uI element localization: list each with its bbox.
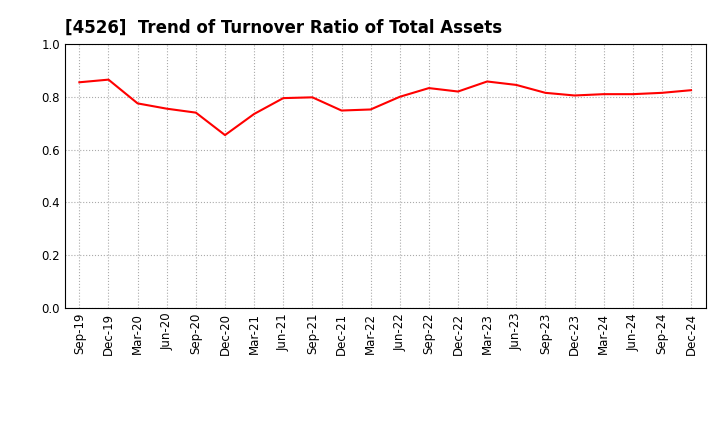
Text: [4526]  Trend of Turnover Ratio of Total Assets: [4526] Trend of Turnover Ratio of Total … — [65, 19, 502, 37]
